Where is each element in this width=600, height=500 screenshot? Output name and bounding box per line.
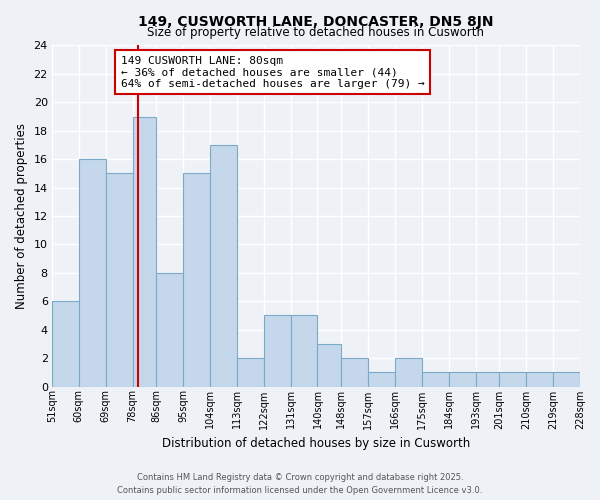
Bar	[422, 372, 449, 386]
X-axis label: Distribution of detached houses by size in Cusworth: Distribution of detached houses by size …	[162, 437, 470, 450]
Bar	[133, 116, 157, 386]
Text: 149 CUSWORTH LANE: 80sqm
← 36% of detached houses are smaller (44)
64% of semi-d: 149 CUSWORTH LANE: 80sqm ← 36% of detach…	[121, 56, 424, 89]
Bar	[210, 145, 237, 386]
Bar	[368, 372, 395, 386]
Bar	[237, 358, 264, 386]
Text: Size of property relative to detached houses in Cusworth: Size of property relative to detached ho…	[148, 26, 484, 38]
Bar	[476, 372, 499, 386]
Text: Contains HM Land Registry data © Crown copyright and database right 2025.
Contai: Contains HM Land Registry data © Crown c…	[118, 474, 482, 495]
Bar	[317, 344, 341, 387]
Bar	[290, 316, 317, 386]
Bar	[183, 174, 210, 386]
Title: 149, CUSWORTH LANE, DONCASTER, DN5 8JN: 149, CUSWORTH LANE, DONCASTER, DN5 8JN	[138, 15, 494, 29]
Bar	[106, 174, 133, 386]
Y-axis label: Number of detached properties: Number of detached properties	[15, 123, 28, 309]
Bar	[449, 372, 476, 386]
Bar	[79, 159, 106, 386]
Bar	[395, 358, 422, 386]
Bar	[499, 372, 526, 386]
Bar	[157, 273, 183, 386]
Bar	[264, 316, 290, 386]
Bar	[526, 372, 553, 386]
Bar	[341, 358, 368, 386]
Bar	[52, 301, 79, 386]
Bar	[553, 372, 580, 386]
